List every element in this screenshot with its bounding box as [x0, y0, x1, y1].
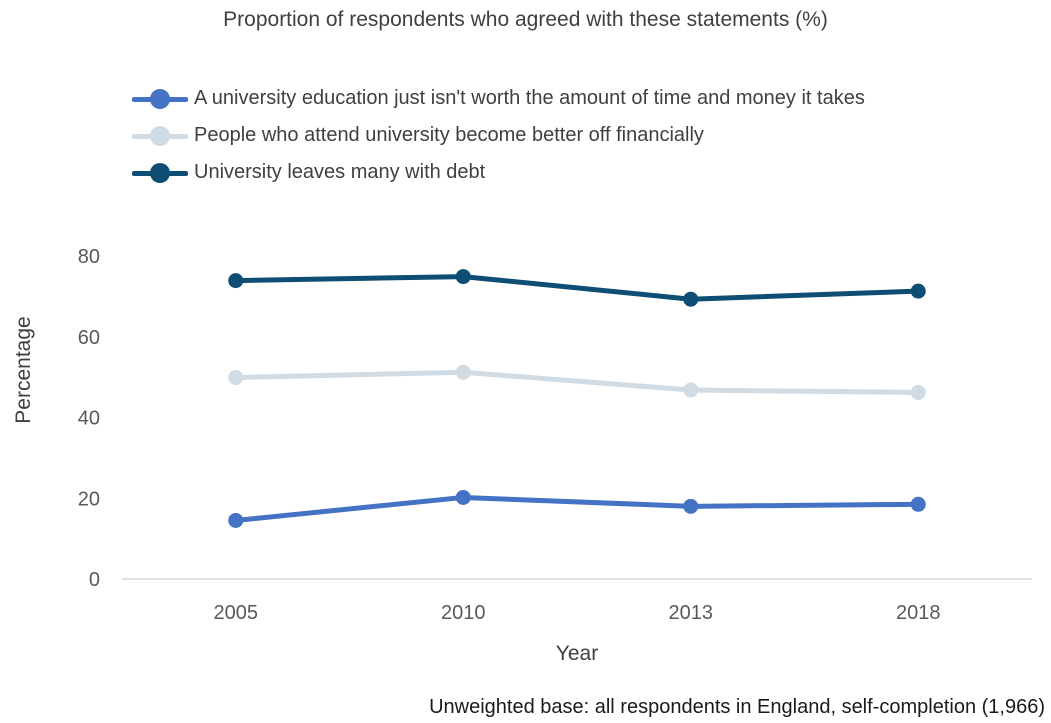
y-tick-label: 60 — [78, 327, 100, 349]
x-tick-labels: 2005 2010 2013 2018 — [214, 602, 941, 624]
series-layer — [228, 269, 926, 528]
series-line — [233, 274, 921, 302]
x-axis-label: Year — [556, 642, 598, 665]
legend-label-better-off: People who attend university become bett… — [194, 124, 704, 146]
y-tick-label: 20 — [78, 488, 100, 510]
data-point — [455, 364, 471, 380]
legend-swatch-worth — [132, 88, 188, 109]
data-point — [683, 291, 699, 307]
x-tick-label: 2010 — [441, 602, 486, 624]
data-point — [228, 370, 244, 386]
legend-label-debt: University leaves many with debt — [194, 161, 486, 183]
series-2 — [228, 269, 926, 307]
legend-item-worth: A university education just isn't worth … — [132, 80, 865, 117]
data-point — [455, 489, 471, 505]
chart-title: Proportion of respondents who agreed wit… — [223, 8, 828, 31]
legend-swatch-better-off — [132, 125, 188, 146]
data-point — [910, 283, 926, 299]
data-point — [910, 496, 926, 512]
series-line — [233, 369, 921, 395]
data-point — [910, 384, 926, 400]
y-tick-label: 40 — [78, 408, 100, 430]
data-point — [683, 382, 699, 398]
y-tick-labels: 0 20 40 60 80 — [78, 246, 100, 591]
legend-swatch-debt — [132, 162, 188, 183]
y-axis-label: Percentage — [12, 316, 35, 423]
data-point — [228, 512, 244, 528]
data-point — [683, 498, 699, 514]
series-1 — [228, 364, 926, 400]
x-tick-label: 2013 — [669, 602, 714, 624]
data-point — [455, 269, 471, 285]
series-line — [233, 494, 921, 523]
chart-legend: A university education just isn't worth … — [132, 80, 865, 191]
legend-label-worth: A university education just isn't worth … — [194, 87, 865, 109]
x-tick-label: 2005 — [214, 602, 259, 624]
base-note: Unweighted base: all respondents in Engl… — [429, 696, 1045, 718]
data-point — [228, 273, 244, 289]
legend-item-better-off: People who attend university become bett… — [132, 117, 865, 154]
legend-item-debt: University leaves many with debt — [132, 154, 865, 191]
x-tick-label: 2018 — [896, 602, 941, 624]
y-tick-label: 80 — [78, 246, 100, 268]
y-tick-label: 0 — [89, 569, 100, 591]
series-0 — [228, 489, 926, 528]
